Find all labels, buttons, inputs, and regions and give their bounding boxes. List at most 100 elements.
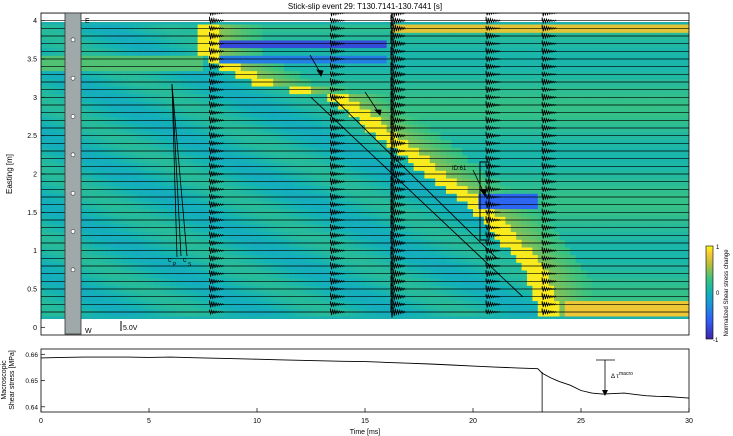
heatmap-cell bbox=[429, 47, 436, 56]
heatmap-cell bbox=[629, 147, 636, 156]
heatmap-cell bbox=[510, 216, 517, 225]
heatmap-cell bbox=[446, 147, 452, 156]
waveform-burst bbox=[209, 209, 224, 216]
heatmap-cell bbox=[192, 216, 199, 225]
waveform-burst bbox=[485, 31, 501, 40]
heatmap-cell bbox=[197, 170, 204, 179]
heatmap-cell bbox=[170, 216, 177, 225]
heatmap-cell bbox=[327, 216, 334, 225]
heatmap-cell bbox=[381, 216, 388, 225]
heatmap-cell bbox=[230, 239, 236, 248]
heatmap-cell bbox=[181, 216, 188, 225]
heatmap-cell bbox=[375, 147, 382, 156]
waveform-burst bbox=[330, 246, 345, 254]
heatmap-cell bbox=[165, 216, 172, 225]
heatmap-cell bbox=[683, 147, 689, 156]
heatmap-cell bbox=[608, 147, 614, 156]
heatmap-cell bbox=[354, 216, 361, 225]
heatmap-cell bbox=[456, 216, 463, 225]
heatmap-cell bbox=[203, 216, 209, 225]
heatmap-cell bbox=[305, 170, 312, 179]
heatmap-cell bbox=[95, 47, 101, 56]
heatmap-cell bbox=[473, 193, 479, 202]
heatmap-cell bbox=[667, 216, 674, 225]
heatmap-cell bbox=[554, 193, 560, 202]
heatmap-cell bbox=[559, 147, 566, 156]
heatmap-cell bbox=[149, 193, 155, 202]
heatmap-cell bbox=[143, 47, 150, 56]
waveform-burst bbox=[209, 262, 225, 270]
heatmap-cell bbox=[186, 47, 193, 56]
heatmap-cell bbox=[111, 193, 118, 202]
heatmap-cell bbox=[527, 239, 533, 248]
heatmap-cell bbox=[284, 147, 290, 156]
heatmap-cell bbox=[402, 216, 409, 225]
heatmap-cell bbox=[618, 147, 625, 156]
heatmap-cell bbox=[305, 147, 312, 156]
heatmap-cell bbox=[672, 47, 679, 56]
heatmap-cell bbox=[375, 193, 382, 202]
waveform-burst bbox=[330, 62, 345, 70]
heatmap-cell bbox=[645, 147, 652, 156]
heatmap-cell bbox=[662, 239, 668, 248]
heatmap-cell bbox=[354, 193, 361, 202]
waveform-burst bbox=[485, 239, 501, 247]
heatmap-cell bbox=[138, 170, 145, 179]
heatmap-cell bbox=[105, 170, 112, 179]
heatmap-cells bbox=[41, 24, 689, 317]
waveform-burst bbox=[209, 47, 225, 55]
heatmap-cell bbox=[521, 170, 528, 179]
heatmap-cell bbox=[78, 239, 85, 248]
waveform-burst bbox=[485, 116, 501, 124]
waveform-burst bbox=[390, 121, 406, 134]
heatmap-cell bbox=[84, 216, 91, 225]
heatmap-cell bbox=[111, 216, 118, 225]
heatmap-cell bbox=[672, 170, 679, 179]
heatmap-cell bbox=[613, 147, 620, 156]
waveform-burst bbox=[390, 62, 406, 71]
heatmap-cell bbox=[591, 216, 598, 225]
heatmap-cell bbox=[537, 193, 544, 202]
waveform-burst bbox=[390, 235, 406, 249]
waveform-burst bbox=[541, 62, 557, 71]
heatmap-cell bbox=[429, 193, 436, 202]
waveform-burst bbox=[209, 31, 225, 40]
heatmap-cell bbox=[159, 193, 166, 202]
heatmap-cell bbox=[651, 193, 658, 202]
waveform-burst bbox=[485, 300, 501, 308]
heatmap-cell bbox=[57, 147, 64, 156]
heatmap-cell bbox=[132, 216, 139, 225]
waveform-burst bbox=[209, 178, 225, 186]
heatmap-cell bbox=[473, 170, 479, 179]
heatmap-cell bbox=[651, 147, 658, 156]
heatmap-cell bbox=[537, 47, 544, 56]
sensor-dot bbox=[70, 114, 76, 119]
heatmap-cell bbox=[651, 170, 658, 179]
heatmap-cell bbox=[224, 47, 231, 56]
heatmap-cell bbox=[656, 47, 663, 56]
waveform-burst bbox=[541, 170, 557, 178]
heatmap-cell bbox=[435, 193, 442, 202]
heatmap-cell bbox=[435, 170, 442, 179]
waveform-burst bbox=[485, 147, 501, 155]
heatmap-cell bbox=[154, 239, 161, 248]
heatmap-cell bbox=[343, 170, 350, 179]
heatmap-cell bbox=[100, 147, 107, 156]
heatmap-cell bbox=[327, 147, 334, 156]
heatmap-cell bbox=[267, 216, 274, 225]
heatmap-cell bbox=[537, 216, 544, 225]
waveform-burst bbox=[330, 177, 345, 186]
heatmap-cell bbox=[359, 47, 366, 56]
heatmap-cell bbox=[375, 47, 382, 56]
heatmap-cell bbox=[564, 239, 571, 248]
heatmap-cell bbox=[278, 193, 285, 202]
p-wave-front bbox=[332, 96, 498, 259]
heatmap-cell bbox=[348, 216, 355, 225]
heatmap-cell bbox=[78, 193, 85, 202]
heatmap-cell bbox=[154, 216, 161, 225]
heatmap-cell bbox=[564, 147, 571, 156]
heatmap-cell bbox=[132, 193, 139, 202]
heatmap-cell bbox=[581, 239, 587, 248]
heatmap-cell bbox=[505, 216, 512, 225]
